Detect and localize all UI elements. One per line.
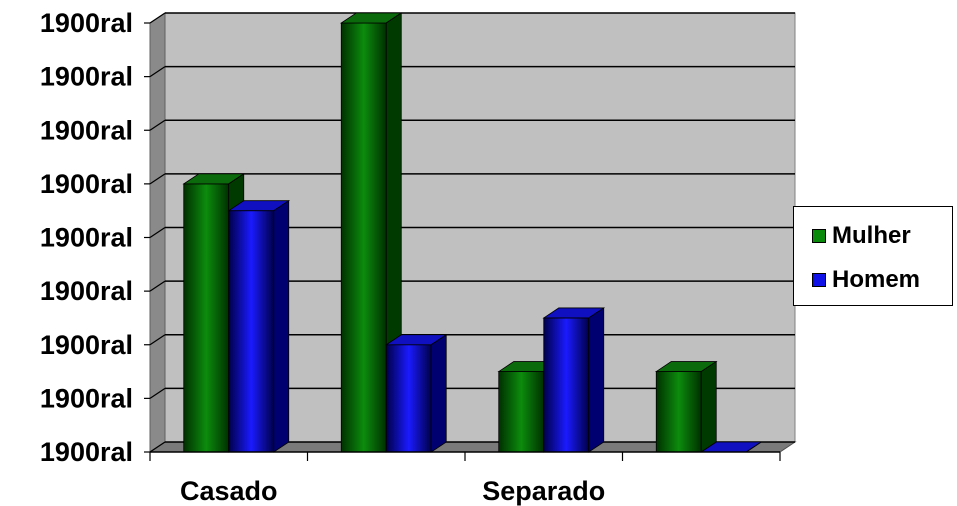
bar-mulher-2 [498,371,545,453]
bar-mulher-3 [655,371,702,453]
bar-mulher-1 [340,22,387,453]
bar-side-homem-2 [588,307,605,453]
legend-item-homem: Homem [812,265,920,295]
bar-homem-0 [228,210,275,453]
bar-side-mulher-3 [700,360,717,453]
bar-homem-1 [385,344,432,453]
gridline-side [149,66,166,78]
bar-side-homem-1 [430,334,447,453]
y-tick-label: 1900ral [40,115,133,145]
y-tick-label: 1900ral [40,383,133,413]
y-tick-label: 1900ral [40,8,133,38]
x-tick-labels: Casado Separado [180,476,605,506]
bar-side-homem-3 [746,441,762,453]
y-tick-labels: 1900ral 1900ral 1900ral 1900ral 1900ral 1900r… [40,8,133,467]
gridline-side [149,280,166,292]
legend: Mulher Homem [793,206,953,306]
gridline-side [149,119,166,131]
legend-label-mulher: Mulher [832,222,911,249]
gridline-side [149,334,166,346]
y-tick-label: 1900ral [40,169,133,199]
gridline-side [149,387,166,399]
legend-label-homem: Homem [832,266,921,293]
gridline-side [149,12,166,24]
x-tick-label: Separado [482,476,605,506]
axes [144,22,781,461]
bar-mulher-0 [183,183,230,453]
gridline-side [149,441,166,453]
y-tick-label: 1900ral [40,437,133,467]
x-tick-label: Casado [180,476,278,506]
y-tick-label: 1900ral [40,62,133,92]
legend-item-mulher: Mulher [812,221,911,251]
bar-homem-2 [543,317,590,453]
y-tick-label: 1900ral [40,276,133,306]
bars [182,12,763,453]
gridline-side [149,173,166,185]
gridline-side [149,227,166,238]
bar-side-homem-0 [273,199,290,453]
legend-swatch-homem [812,273,826,287]
y-tick-label: 1900ral [40,330,133,360]
legend-swatch-mulher [812,229,826,243]
y-tick-label: 1900ral [40,223,133,253]
